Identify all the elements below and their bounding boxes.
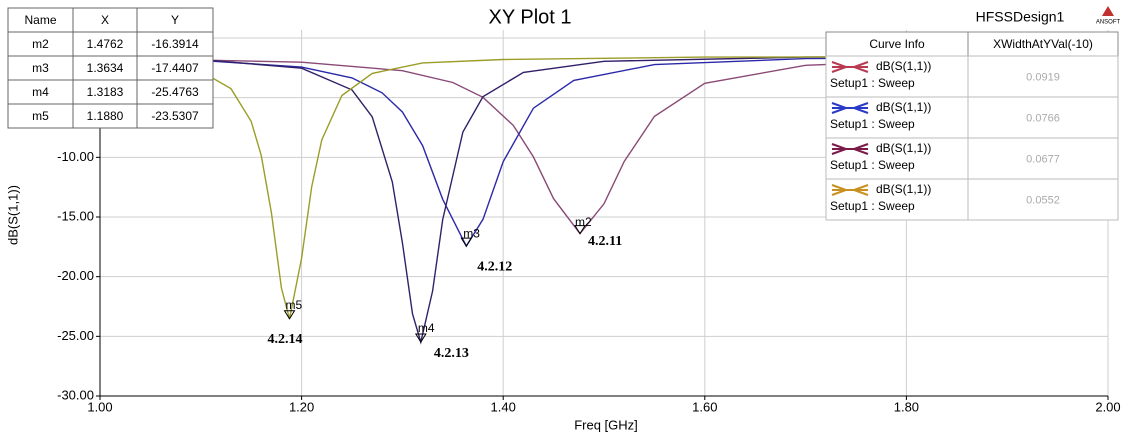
legend-name: dB(S(1,1)) (876, 182, 931, 196)
marker-table (7, 7, 214, 129)
table-text: 1.3634 (87, 61, 124, 75)
y-tick-label: -10.00 (57, 149, 94, 164)
table-text: -16.3914 (151, 37, 199, 51)
table-text: 1.4762 (87, 37, 124, 51)
table-text: Y (171, 13, 179, 27)
marker-triangle (283, 310, 296, 320)
curve (99, 55, 1109, 235)
legend-cell (967, 178, 1119, 221)
table-text: m4 (32, 85, 49, 99)
marker-note: 4.2.14 (268, 332, 303, 347)
marker-name: m5 (286, 298, 303, 312)
marker-note: 4.2.13 (434, 346, 469, 361)
x-tick-label: 1.60 (692, 399, 717, 414)
marker-name: m3 (463, 226, 480, 240)
legend-bandwidth: 0.0552 (1026, 194, 1060, 206)
table-text: m5 (32, 109, 49, 123)
legend-setup: Setup1 : Sweep (830, 199, 915, 213)
table-text: -17.4407 (151, 61, 199, 75)
table-text: -25.4763 (151, 85, 199, 99)
curve (99, 56, 1109, 248)
marker-triangle (574, 225, 586, 235)
legend (825, 31, 1119, 221)
table-text: m3 (32, 61, 49, 75)
logo-icon (1102, 6, 1114, 16)
legend-swatch-arrow (831, 102, 869, 114)
marker-name: m4 (418, 321, 435, 335)
legend-setup: Setup1 : Sweep (830, 117, 915, 131)
legend-swatch-arrow (831, 143, 869, 155)
marker-triangle (414, 333, 427, 343)
x-axis-label: Freq [GHz] (574, 417, 638, 432)
y-tick-label: -25.00 (57, 328, 94, 343)
y-tick-label: -20.00 (57, 268, 94, 283)
logo-text: ANSOFT (1096, 20, 1121, 26)
table-text: 1.1880 (87, 109, 124, 123)
table-text: X (101, 13, 109, 27)
legend-bandwidth: 0.0766 (1026, 112, 1060, 124)
x-tick-label: 1.80 (894, 399, 919, 414)
x-tick-label: 2.00 (1095, 399, 1120, 414)
chart-title: XY Plot 1 (488, 6, 571, 28)
table-text: Name (24, 13, 56, 27)
table-text: 1.3183 (87, 85, 124, 99)
marker-note: 4.2.12 (477, 259, 512, 274)
table-cell (136, 103, 214, 129)
legend-name: dB(S(1,1)) (876, 59, 931, 73)
x-tick-label: 1.00 (87, 399, 112, 414)
table-text: m2 (32, 37, 49, 51)
legend-setup: Setup1 : Sweep (830, 76, 915, 90)
curve (99, 55, 1109, 319)
y-axis-label: dB(S(1,1)) (5, 185, 20, 245)
legend-bandwidth: 0.0919 (1026, 71, 1060, 83)
table-text: -23.5307 (151, 109, 199, 123)
marker-note: 4.2.11 (588, 234, 622, 249)
x-tick-label: 1.40 (491, 399, 516, 414)
y-tick-label: -15.00 (57, 208, 94, 223)
legend-bandwidth: 0.0677 (1026, 153, 1060, 165)
marker-name: m2 (575, 215, 592, 229)
legend-header: Curve Info (869, 37, 925, 51)
legend-name: dB(S(1,1)) (876, 141, 931, 155)
legend-setup: Setup1 : Sweep (830, 158, 915, 172)
legend-header: XWidthAtYVal(-10) (993, 37, 1093, 51)
legend-name: dB(S(1,1)) (876, 100, 931, 114)
y-tick-label: -30.00 (57, 387, 94, 402)
design-name: HFSSDesign1 (976, 9, 1065, 25)
x-tick-label: 1.20 (289, 399, 314, 414)
legend-swatch-arrow (831, 184, 869, 196)
marker-triangle (460, 237, 473, 248)
legend-swatch-arrow (831, 61, 869, 73)
